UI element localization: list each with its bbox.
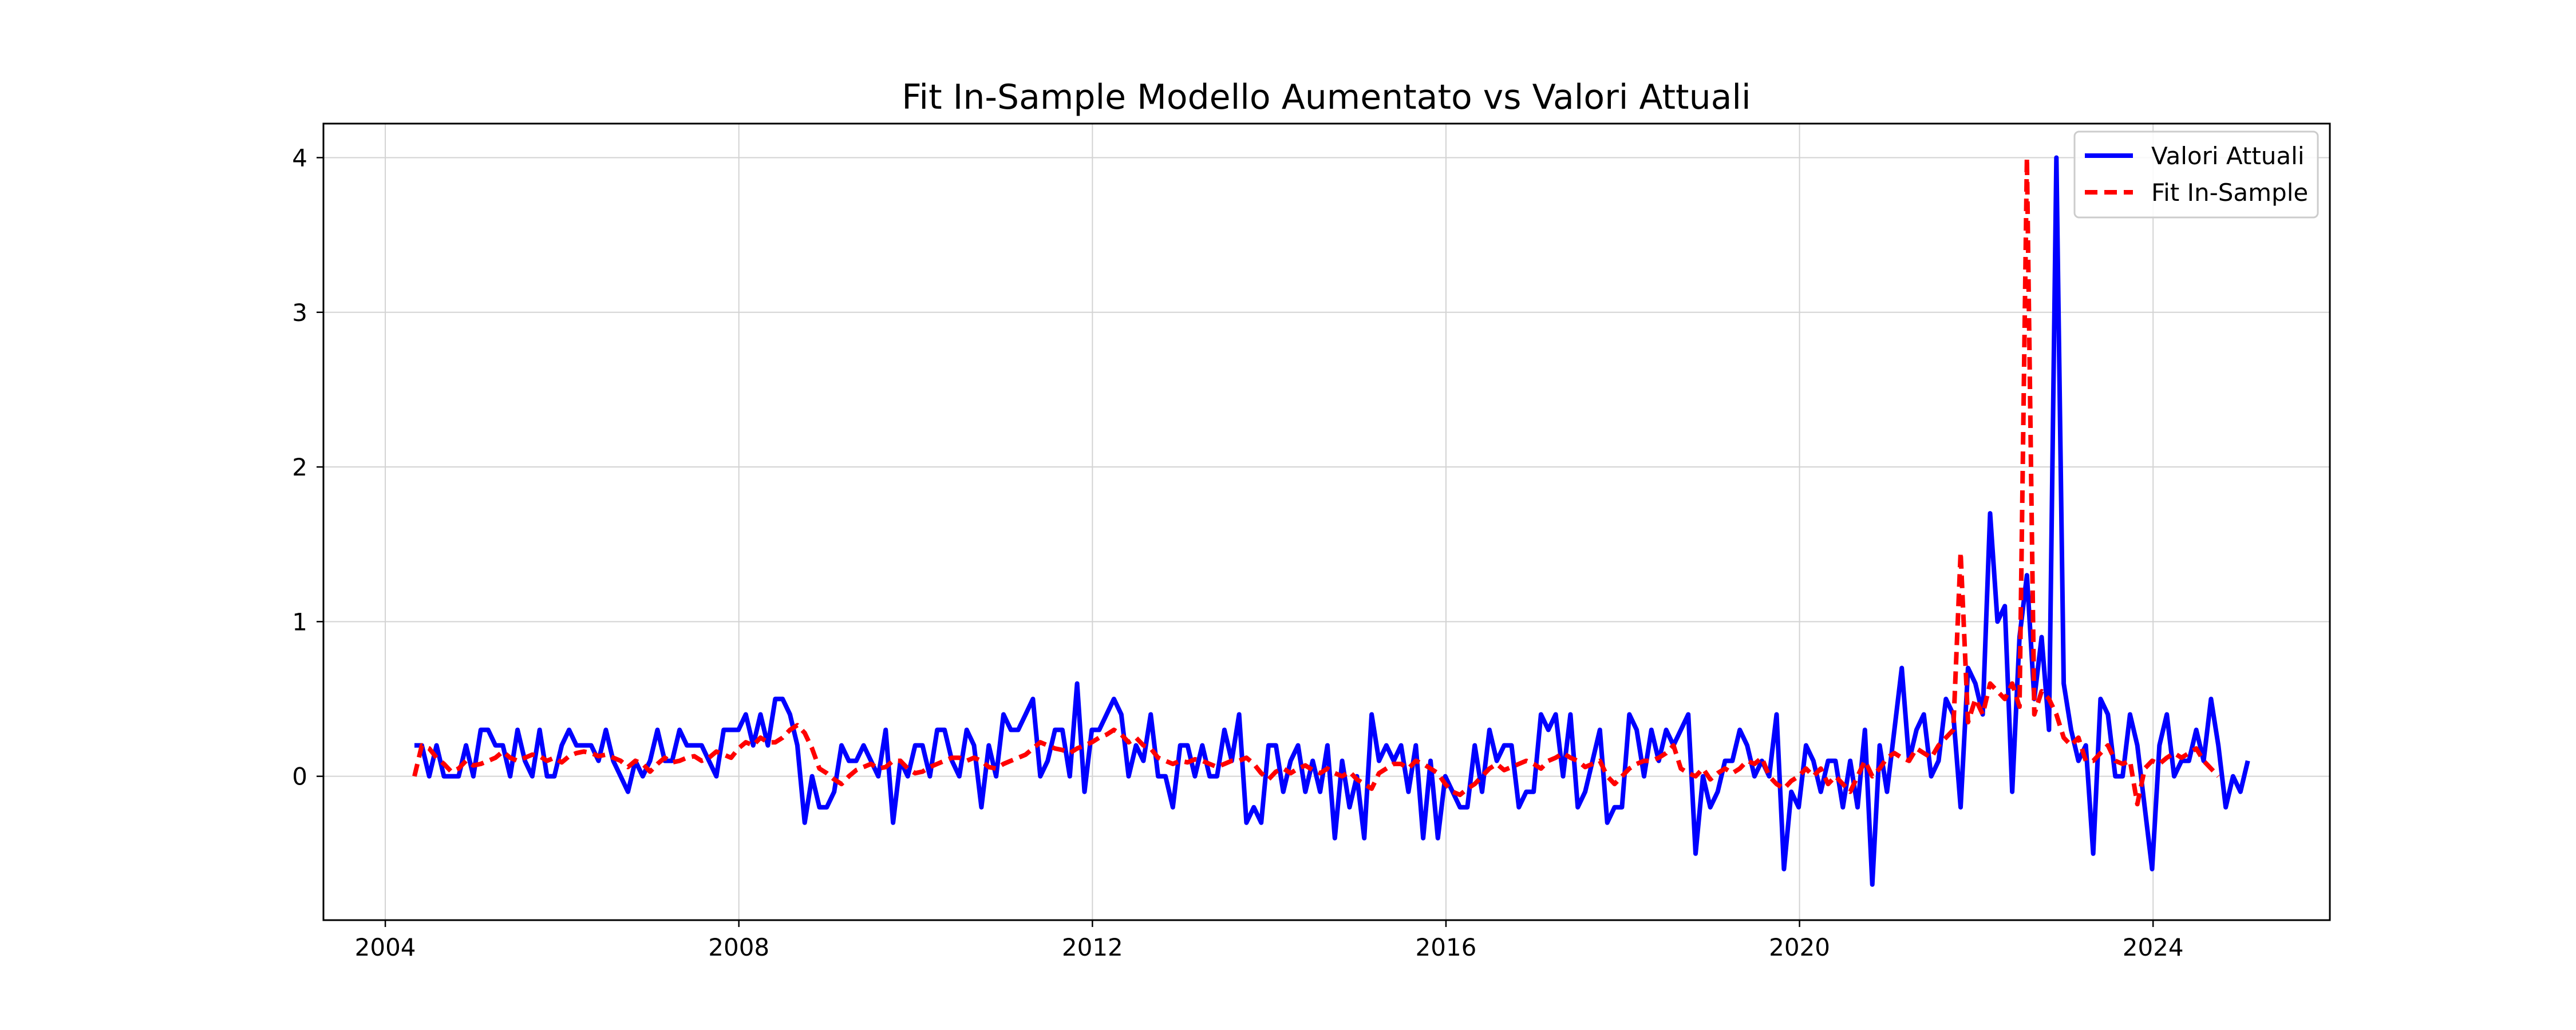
- legend-label-valori-attuali: Valori Attuali: [2151, 142, 2304, 170]
- grid-lines: [323, 124, 2330, 920]
- series-line-valori-attuali: [414, 155, 2250, 887]
- y-tick-label: 2: [292, 453, 307, 481]
- x-tick-label: 2024: [2123, 933, 2184, 961]
- plot-frame: [322, 122, 2331, 921]
- legend: Valori Attuali Fit In-Sample: [2073, 130, 2319, 219]
- y-axis: 0 1 2 3 4: [292, 144, 323, 791]
- y-tick-label: 3: [292, 299, 307, 327]
- x-axis: 2004 2008 2012 2016 2020 2024: [355, 920, 2184, 961]
- series-line-fit-in-sample: [412, 155, 2221, 807]
- y-tick-label: 1: [292, 608, 307, 636]
- x-tick-label: 2012: [1062, 933, 1123, 961]
- chart-title: Fit In-Sample Modello Aumentato vs Valor…: [902, 77, 1751, 117]
- plot-series: [412, 155, 2250, 887]
- legend-label-fit-in-sample: Fit In-Sample: [2151, 179, 2308, 207]
- y-tick-label: 0: [292, 763, 307, 791]
- x-tick-label: 2016: [1416, 933, 1477, 961]
- x-tick-label: 2020: [1769, 933, 1830, 961]
- x-tick-label: 2008: [708, 933, 769, 961]
- y-tick-label: 4: [292, 144, 307, 172]
- legend-box: [2073, 130, 2319, 219]
- x-tick-label: 2004: [355, 933, 416, 961]
